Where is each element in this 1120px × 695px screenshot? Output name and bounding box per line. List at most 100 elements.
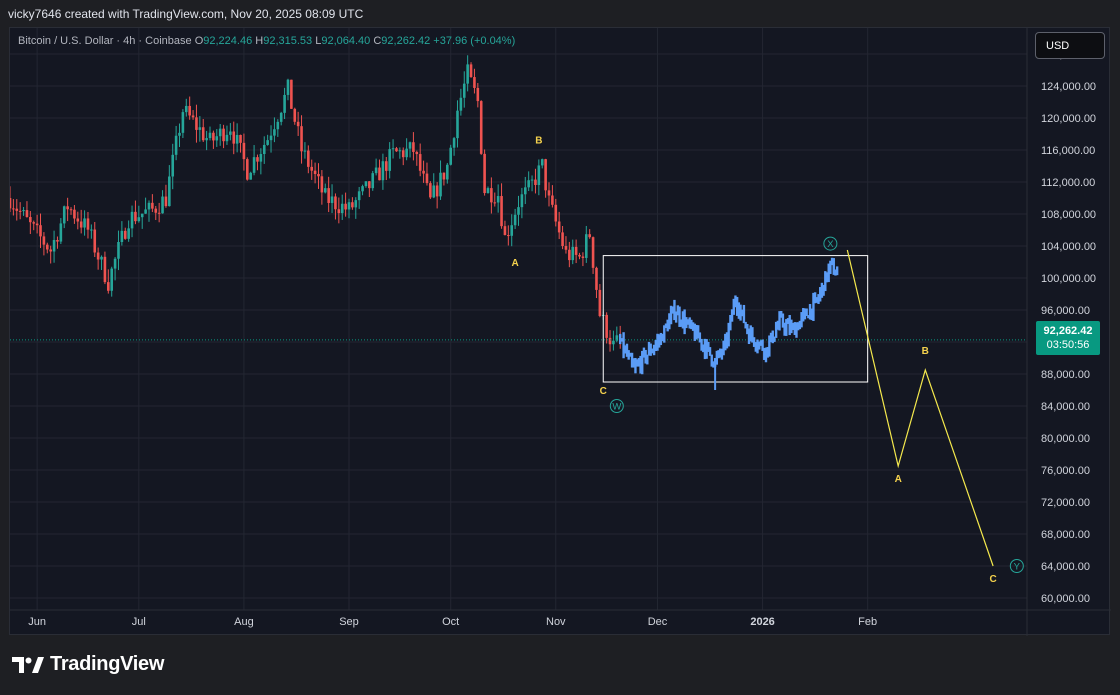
- candle-body: [15, 208, 19, 211]
- candle-body: [415, 151, 419, 155]
- candle-body: [140, 213, 144, 218]
- candle-body: [371, 173, 375, 189]
- candle-body: [449, 147, 452, 165]
- candle-body: [544, 159, 547, 191]
- candle-body: [456, 110, 459, 139]
- currency-button[interactable]: USD: [1035, 32, 1105, 59]
- candle-body: [52, 240, 56, 252]
- tradingview-footer[interactable]: TradingView: [12, 653, 164, 676]
- candle-body: [283, 94, 286, 113]
- candle-body: [551, 195, 554, 205]
- candle-body: [384, 161, 388, 171]
- ohlc-legend: Bitcoin / U.S. Dollar · 4h · Coinbase O9…: [18, 35, 515, 47]
- candle-body: [320, 176, 324, 193]
- candle-body: [588, 234, 591, 238]
- candle-body: [547, 190, 551, 196]
- candle-body: [503, 226, 507, 236]
- candle-body: [137, 217, 141, 222]
- candle-body: [307, 150, 310, 167]
- y-tick-label: 64,000.00: [1041, 561, 1090, 573]
- wave-label-a: A: [895, 474, 902, 485]
- candle-body: [293, 108, 297, 122]
- candle-body: [574, 246, 578, 255]
- candle-body: [330, 196, 334, 203]
- candle-body: [198, 127, 202, 130]
- candle-body: [344, 203, 347, 210]
- candle-body: [486, 188, 490, 194]
- wave-label-c: C: [989, 574, 996, 585]
- candle-body: [151, 202, 154, 209]
- candle-body: [178, 132, 181, 136]
- candle-body: [157, 212, 161, 214]
- y-tick-label: 80,000.00: [1041, 433, 1090, 445]
- candle-body: [466, 64, 469, 84]
- candle-body: [96, 252, 100, 260]
- candle-body: [517, 207, 520, 215]
- candle-body: [364, 181, 368, 187]
- candle-body: [90, 229, 93, 231]
- candle-body: [581, 256, 585, 258]
- candle-body: [222, 128, 225, 142]
- candle-body: [317, 173, 320, 177]
- candle-body: [435, 185, 439, 197]
- y-tick-label: 72,000.00: [1041, 497, 1090, 509]
- range-rectangle: [602, 255, 869, 383]
- y-tick-label: 76,000.00: [1041, 465, 1090, 477]
- candle-body: [262, 144, 266, 155]
- x-tick-label: Feb: [858, 616, 877, 628]
- candle-body: [56, 240, 59, 242]
- candle-body: [446, 164, 449, 180]
- candle-body: [452, 138, 456, 148]
- candle-body: [83, 218, 86, 228]
- candle-body: [144, 209, 147, 214]
- candle-body: [123, 230, 127, 239]
- price-chart[interactable]: ABCABCWXY60,000.0064,000.0068,000.0072,0…: [10, 28, 1111, 636]
- candle-body: [442, 172, 446, 180]
- candle-body: [117, 242, 120, 259]
- candle-body: [479, 101, 483, 154]
- candle-body: [605, 314, 608, 338]
- candle-body: [49, 249, 52, 252]
- y-tick-label: 108,000.00: [1041, 209, 1096, 221]
- candle-body: [93, 229, 97, 253]
- candle-body: [395, 148, 398, 152]
- candle-body: [242, 142, 246, 160]
- x-tick-label: Jul: [132, 616, 146, 628]
- y-tick-label: 60,000.00: [1041, 593, 1090, 605]
- candle-body: [608, 337, 612, 345]
- chart-frame[interactable]: A B C A B C W X Y 60,000.00 64,000.00 68,000.00 72,0…: [9, 27, 1111, 636]
- candle-body: [290, 79, 293, 109]
- candle-body: [201, 127, 205, 141]
- candle-body: [164, 196, 168, 207]
- candle-body: [39, 225, 42, 237]
- y-tick-label: 96,000.00: [1041, 305, 1090, 317]
- candle-body: [408, 142, 412, 149]
- symbol-title[interactable]: Bitcoin / U.S. Dollar · 4h · Coinbase: [18, 35, 192, 47]
- wave-projection-line: [846, 249, 994, 567]
- candle-body: [459, 97, 463, 111]
- candle-body: [113, 258, 117, 269]
- y-tick-label: 116,000.00: [1041, 145, 1095, 157]
- candle-body: [181, 112, 185, 133]
- candle-body: [246, 159, 249, 180]
- x-tick-label: Sep: [339, 616, 359, 628]
- wave-label-b: B: [535, 136, 542, 147]
- last-price-label: 92,262.42 03:50:56: [1036, 321, 1100, 355]
- candle-body: [507, 235, 510, 237]
- candle-body: [523, 187, 527, 195]
- x-tick-label: Aug: [234, 616, 254, 628]
- tradingview-logo-icon: [12, 656, 44, 673]
- candle-body: [361, 186, 364, 192]
- candle-body: [540, 159, 544, 166]
- candle-body: [195, 117, 198, 130]
- candle-body: [147, 202, 151, 210]
- candle-body: [12, 208, 15, 210]
- candle-body: [347, 202, 351, 210]
- candle-body: [215, 136, 219, 141]
- y-tick-label: 120,000.00: [1041, 113, 1096, 125]
- candle-body: [120, 230, 124, 243]
- candle-body: [561, 232, 564, 247]
- circle-label-w: W: [612, 402, 621, 413]
- candle-body: [279, 112, 283, 122]
- candle-body: [337, 209, 341, 214]
